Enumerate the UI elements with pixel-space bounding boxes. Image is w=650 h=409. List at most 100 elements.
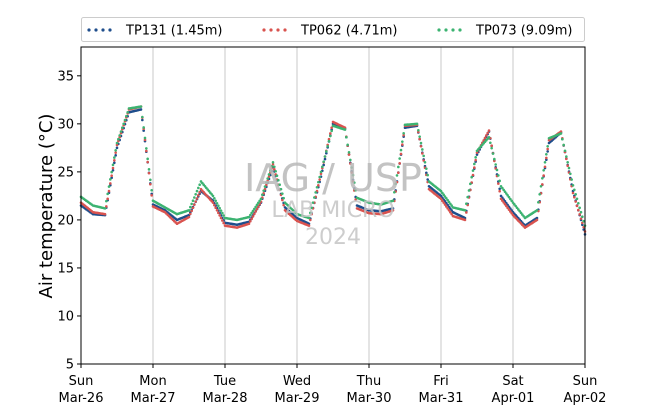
data-point — [486, 131, 489, 135]
data-point — [253, 212, 256, 216]
data-point — [247, 215, 251, 219]
data-point — [269, 171, 272, 174]
y-axis-label: Air temperature (°C) — [36, 114, 57, 299]
x-tick-label-date: Mar-31 — [419, 391, 464, 406]
data-point — [507, 208, 511, 211]
data-point — [255, 203, 259, 207]
data-point — [187, 209, 191, 212]
data-point — [487, 129, 491, 132]
data-point — [317, 184, 320, 187]
data-point — [106, 197, 109, 201]
data-point — [125, 114, 128, 118]
data-point — [446, 198, 449, 202]
data-point — [493, 159, 496, 163]
data-point — [193, 203, 196, 206]
data-point — [565, 155, 568, 158]
data-point — [565, 157, 568, 161]
data-point — [270, 165, 273, 168]
data-point — [319, 172, 323, 176]
data-point — [562, 143, 565, 147]
data-points — [79, 105, 587, 236]
data-point — [505, 204, 508, 208]
data-point — [189, 205, 192, 209]
data-point — [505, 192, 508, 195]
data-point — [327, 139, 331, 143]
grid — [152, 47, 514, 364]
data-point — [490, 144, 493, 148]
watermark-line-3: 2024 — [305, 225, 361, 250]
legend-marker — [451, 28, 455, 32]
x-tick-label-day: Sun — [573, 374, 598, 389]
data-point — [323, 157, 327, 161]
data-point — [319, 170, 323, 174]
data-point — [142, 126, 145, 129]
data-point — [439, 194, 443, 198]
data-point — [281, 198, 284, 202]
legend-item: TP062 (4.71m) — [262, 24, 397, 39]
data-point — [442, 201, 445, 204]
data-point — [349, 158, 352, 162]
x-tick-label-date: Mar-30 — [347, 391, 392, 406]
data-point — [198, 183, 201, 186]
data-point — [542, 174, 545, 177]
data-point — [474, 158, 477, 162]
data-point — [446, 207, 449, 210]
data-point — [110, 170, 113, 174]
data-point — [346, 143, 349, 147]
data-point — [566, 164, 569, 167]
data-point — [118, 134, 121, 137]
data-point — [222, 221, 225, 225]
data-point — [218, 214, 221, 217]
data-point — [577, 208, 580, 212]
data-point — [573, 188, 576, 192]
data-point — [107, 185, 111, 188]
data-point — [419, 144, 423, 148]
legend-marker — [269, 28, 273, 32]
data-point — [219, 209, 223, 212]
data-point — [467, 189, 471, 192]
data-point — [546, 150, 549, 153]
legend-marker — [94, 28, 98, 32]
data-point — [502, 201, 505, 204]
watermark-line-2: LAB MICRO — [271, 198, 394, 223]
data-point — [574, 200, 577, 203]
data-point — [329, 132, 332, 135]
data-point — [191, 206, 195, 210]
data-point — [509, 197, 512, 201]
data-point — [106, 192, 109, 196]
data-point — [263, 185, 267, 188]
data-point — [149, 178, 152, 182]
data-point — [402, 131, 405, 135]
data-point — [250, 217, 253, 221]
data-point — [190, 202, 193, 206]
data-point — [142, 129, 145, 132]
data-point — [450, 209, 453, 212]
x-tick-label-day: Wed — [283, 374, 311, 389]
data-point — [255, 207, 259, 211]
data-point — [147, 171, 151, 175]
data-point — [278, 183, 281, 186]
data-point — [313, 196, 316, 199]
data-point — [419, 141, 423, 145]
data-point — [353, 187, 356, 190]
data-point — [343, 128, 347, 131]
data-point — [321, 165, 324, 169]
legend-marker — [101, 28, 105, 32]
data-point — [445, 197, 448, 200]
data-point — [307, 216, 311, 220]
data-point — [281, 192, 284, 195]
data-point — [114, 154, 117, 157]
data-point — [126, 111, 129, 114]
data-point — [417, 128, 420, 132]
data-point — [215, 201, 219, 205]
data-point — [497, 182, 500, 185]
data-point — [115, 143, 119, 147]
series-2 — [79, 105, 587, 227]
x-tick-label-date: Apr-01 — [492, 391, 535, 406]
data-point — [262, 189, 265, 192]
data-point — [111, 163, 115, 167]
data-point — [109, 178, 112, 181]
data-point — [145, 147, 148, 150]
data-point — [415, 122, 419, 126]
data-point — [195, 189, 199, 193]
